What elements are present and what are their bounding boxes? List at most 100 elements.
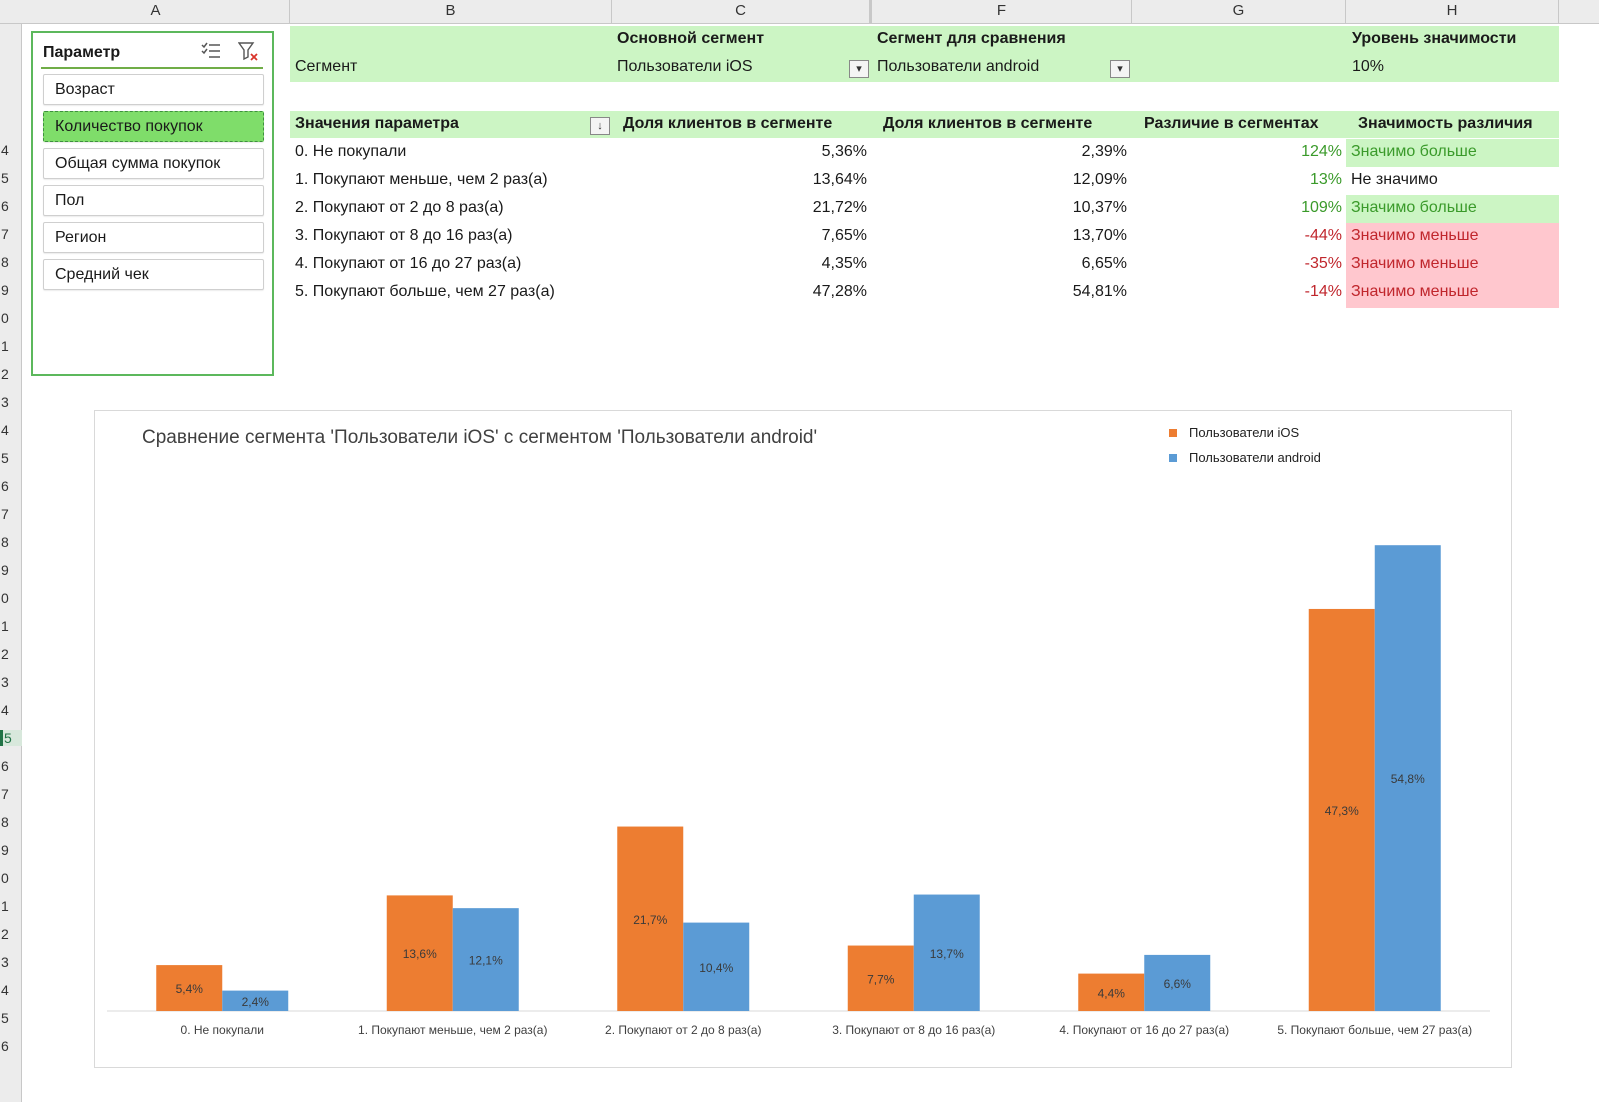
- chart-bar[interactable]: [683, 922, 750, 1011]
- row-number[interactable]: 5: [1, 1010, 9, 1026]
- multi-select-icon[interactable]: [201, 42, 221, 65]
- row-number[interactable]: 3: [1, 954, 9, 970]
- category-tick-label: 5. Покупают больше, чем 27 раз(а): [1277, 1023, 1472, 1037]
- row-compare-share: 13,70%: [1072, 227, 1127, 244]
- table-header-significance: Значимость различия: [1358, 115, 1533, 132]
- slicer-item-purchase-count[interactable]: Количество покупок: [43, 111, 264, 142]
- row-difference: -35%: [1304, 255, 1342, 272]
- row-number[interactable]: 2: [1, 926, 9, 942]
- bar-data-label: 10,4%: [699, 961, 733, 975]
- parameter-slicer[interactable]: Параметр Возраст Количество покупок Обща…: [31, 31, 274, 376]
- chart-bar[interactable]: [1308, 608, 1375, 1011]
- main-segment-title: Основной сегмент: [617, 30, 765, 47]
- row-number[interactable]: 1: [1, 618, 9, 634]
- row-number[interactable]: 4: [1, 422, 9, 438]
- row-number[interactable]: 4: [1, 982, 9, 998]
- slicer-item-total-purchases[interactable]: Общая сумма покупок: [43, 148, 264, 179]
- column-header-g[interactable]: G: [1132, 0, 1346, 24]
- row-number[interactable]: 2: [1, 366, 9, 382]
- row-number[interactable]: 0: [1, 870, 9, 886]
- row-number[interactable]: 9: [1, 842, 9, 858]
- row-number[interactable]: 1: [1, 338, 9, 354]
- row-number[interactable]: 6: [1, 758, 9, 774]
- chart-legend[interactable]: Пользователи iOS Пользователи android: [1167, 425, 1321, 475]
- row-number[interactable]: 7: [1, 226, 9, 242]
- chart-bar[interactable]: [386, 895, 453, 1011]
- row-number[interactable]: 8: [1, 254, 9, 270]
- slicer-item-gender[interactable]: Пол: [43, 185, 264, 216]
- row-difference: 124%: [1301, 143, 1342, 160]
- significance-value[interactable]: 10%: [1352, 58, 1385, 75]
- row-number[interactable]: 8: [1, 814, 9, 830]
- row-main-share: 13,64%: [812, 171, 867, 188]
- chart-bar[interactable]: [913, 894, 980, 1011]
- bar-data-label: 21,7%: [633, 913, 667, 927]
- row-significance: Значимо меньше: [1351, 283, 1479, 300]
- compare-segment-filter-icon[interactable]: ▾: [1110, 60, 1130, 78]
- chart-bar[interactable]: [452, 908, 519, 1011]
- main-segment-filter-icon[interactable]: ▾: [849, 60, 869, 78]
- row-number[interactable]: 9: [1, 282, 9, 298]
- row-main-share: 4,35%: [821, 255, 867, 272]
- row-number-active[interactable]: 5: [0, 730, 22, 746]
- bar-data-label: 5,4%: [176, 982, 204, 996]
- column-header-f[interactable]: F: [870, 0, 1132, 24]
- row-number[interactable]: 4: [1, 142, 9, 158]
- legend-item-ios[interactable]: Пользователи iOS: [1167, 425, 1321, 450]
- parameter-sort-icon[interactable]: ↓: [590, 117, 610, 135]
- segment-header-band: [290, 26, 1559, 82]
- compare-segment-value[interactable]: Пользователи android: [877, 58, 1040, 75]
- row-number[interactable]: 2: [1, 646, 9, 662]
- row-number[interactable]: 6: [1, 478, 9, 494]
- column-header-b[interactable]: B: [290, 0, 612, 24]
- column-header-h[interactable]: H: [1346, 0, 1559, 24]
- bar-data-label: 7,7%: [867, 972, 895, 986]
- bar-data-label: 12,1%: [469, 954, 503, 968]
- chart-bar[interactable]: [1374, 545, 1441, 1011]
- row-number[interactable]: 6: [1, 198, 9, 214]
- row-significance: Значимо больше: [1351, 199, 1477, 216]
- chart-bar[interactable]: [222, 990, 289, 1011]
- row-number[interactable]: 4: [1, 702, 9, 718]
- row-number[interactable]: 0: [1, 590, 9, 606]
- bar-data-label: 54,8%: [1391, 772, 1425, 786]
- significance-title: Уровень значимости: [1352, 30, 1517, 47]
- table-header-difference: Различие в сегментах: [1144, 115, 1319, 132]
- row-number[interactable]: 6: [1, 1038, 9, 1054]
- row-number[interactable]: 7: [1, 506, 9, 522]
- slicer-item-region[interactable]: Регион: [43, 222, 264, 253]
- row-main-share: 5,36%: [821, 143, 867, 160]
- legend-item-android[interactable]: Пользователи android: [1167, 450, 1321, 475]
- row-number[interactable]: 5: [1, 450, 9, 466]
- comparison-chart[interactable]: 5,4% 2,4% 0. Не покупали 13,6% 12,1% 1. Покуп…: [94, 410, 1512, 1068]
- row-number[interactable]: 7: [1, 786, 9, 802]
- chart-plot-area: 5,4% 2,4% 0. Не покупали 13,6% 12,1% 1. Покуп…: [107, 545, 1490, 1037]
- slicer-item-average-check[interactable]: Средний чек: [43, 259, 264, 290]
- row-number[interactable]: 0: [1, 310, 9, 326]
- main-segment-value[interactable]: Пользователи iOS: [617, 58, 753, 75]
- row-number[interactable]: 1: [1, 898, 9, 914]
- column-header-c[interactable]: C: [612, 0, 870, 24]
- row-main-share: 7,65%: [821, 227, 867, 244]
- category-tick-label: 3. Покупают от 8 до 16 раз(а): [832, 1023, 995, 1037]
- table-header-compare-share: Доля клиентов в сегменте: [883, 115, 1093, 132]
- row-main-share: 47,28%: [812, 283, 867, 300]
- legend-swatch-ios: [1169, 429, 1177, 437]
- row-number[interactable]: 5: [1, 170, 9, 186]
- row-label: 4. Покупают от 16 до 27 раз(а): [295, 255, 522, 272]
- column-header-a[interactable]: A: [22, 0, 290, 24]
- row-number[interactable]: 9: [1, 562, 9, 578]
- row-compare-share: 12,09%: [1072, 171, 1127, 188]
- chart-bar[interactable]: [847, 945, 914, 1011]
- chart-bar[interactable]: [1144, 954, 1211, 1011]
- clear-filter-icon[interactable]: [237, 42, 260, 67]
- chart-bar[interactable]: [156, 965, 223, 1011]
- row-number[interactable]: 8: [1, 534, 9, 550]
- segment-label: Сегмент: [295, 58, 358, 75]
- row-number[interactable]: 3: [1, 674, 9, 690]
- chart-bar[interactable]: [617, 826, 684, 1011]
- table-header-main-share: Доля клиентов в сегменте: [623, 115, 833, 132]
- chart-bar[interactable]: [1078, 973, 1145, 1011]
- slicer-item-age[interactable]: Возраст: [43, 74, 264, 105]
- row-number[interactable]: 3: [1, 394, 9, 410]
